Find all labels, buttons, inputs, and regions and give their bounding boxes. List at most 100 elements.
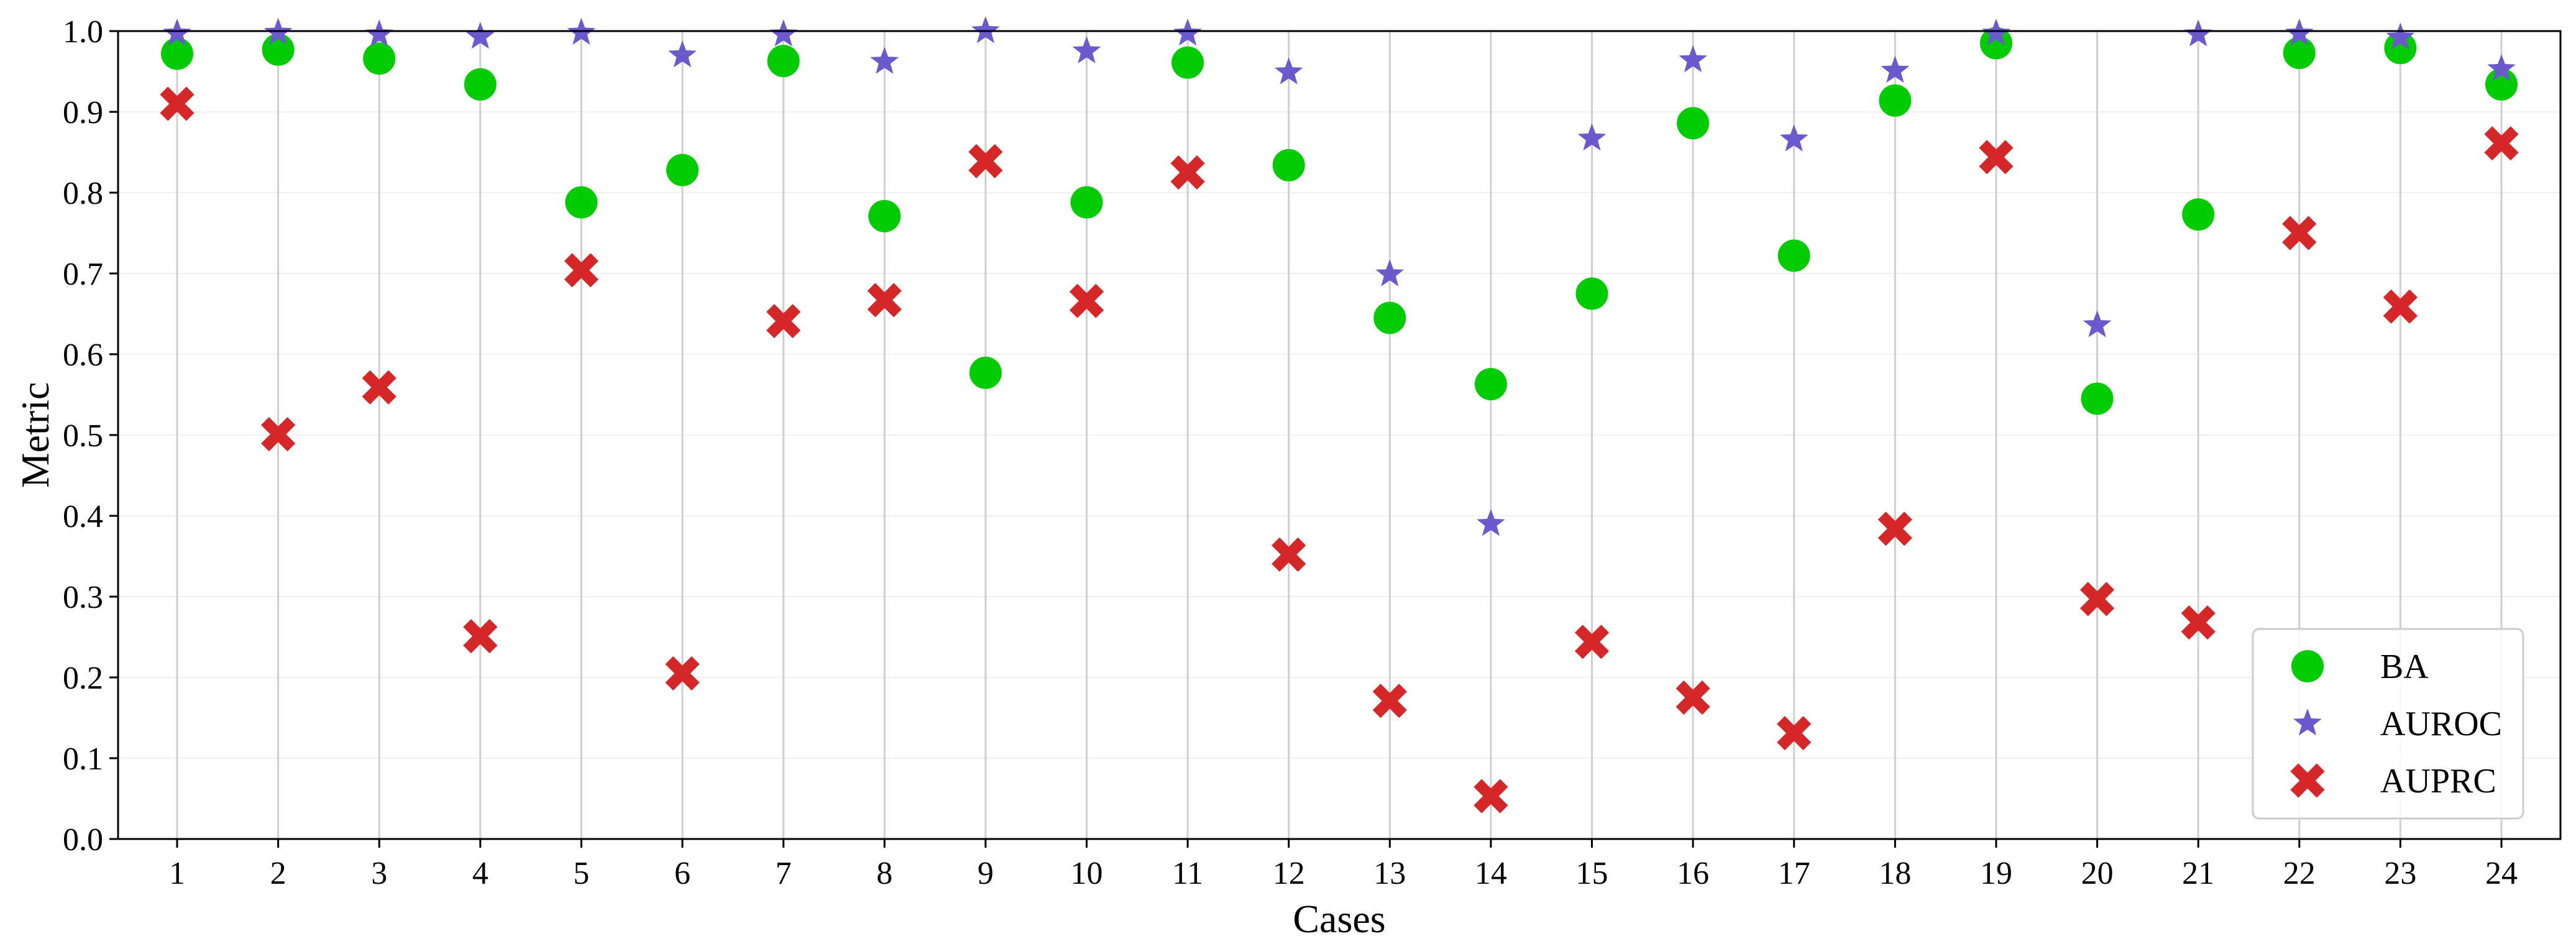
auroc-point	[2083, 310, 2112, 337]
auprc-point	[160, 86, 195, 121]
ba-point	[363, 42, 396, 75]
y-tick-label: 0.8	[63, 176, 103, 211]
y-axis-label: Metric	[13, 382, 57, 488]
x-tick-label: 16	[1677, 856, 1709, 891]
auprc-point	[261, 417, 296, 452]
auprc-point	[2383, 289, 2418, 324]
x-tick-label: 9	[978, 856, 994, 891]
legend-marker-auroc	[2293, 708, 2322, 736]
y-tick-label: 0.3	[63, 580, 103, 615]
x-tick-label: 7	[776, 856, 792, 891]
ba-point	[1272, 149, 1305, 181]
auroc-point	[1173, 18, 1202, 46]
x-tick-label: 4	[472, 856, 488, 891]
auroc-point	[365, 19, 393, 47]
y-tick-label: 0.9	[63, 95, 103, 131]
auroc-point	[1577, 123, 1607, 151]
legend-label-auroc: AUROC	[2380, 705, 2502, 743]
auprc-point	[1474, 779, 1508, 814]
x-tick-label: 10	[1070, 856, 1102, 891]
auroc-point	[668, 40, 697, 68]
x-tick-label: 1	[169, 856, 185, 891]
auroc-point	[2285, 18, 2314, 46]
auprc-point	[2080, 582, 2115, 617]
x-tick-label: 8	[876, 856, 892, 891]
auroc-point	[1881, 55, 1910, 83]
x-tick-label: 12	[1273, 856, 1305, 891]
ba-point	[1070, 186, 1103, 219]
auroc-point	[1982, 18, 2010, 46]
ba-point	[1575, 277, 1608, 310]
auroc-point	[2184, 19, 2212, 47]
ba-point	[2182, 198, 2215, 231]
x-tick-label: 11	[1172, 856, 1203, 891]
y-tick-label: 0.1	[63, 741, 103, 777]
ba-point	[969, 356, 1002, 389]
ba-point	[1979, 27, 2012, 60]
y-tick-label: 1.0	[63, 14, 103, 50]
y-tick-label: 0.4	[63, 499, 103, 534]
x-tick-label: 20	[2081, 856, 2114, 891]
auprc-point	[1777, 716, 1812, 751]
x-tick-label: 24	[2485, 856, 2518, 891]
ba-point	[262, 33, 295, 66]
y-tick-label: 0.2	[63, 661, 103, 696]
auroc-point	[2386, 22, 2415, 50]
auroc-point	[1679, 45, 1707, 73]
ba-point	[1373, 301, 1406, 334]
ba-point	[2485, 68, 2518, 101]
ba-point	[1171, 46, 1204, 79]
auprc-point	[1675, 680, 1710, 715]
x-tick-label: 17	[1778, 856, 1810, 891]
auprc-point	[2282, 216, 2317, 250]
ba-point	[2384, 32, 2417, 65]
auprc-point	[1877, 511, 1912, 546]
auprc-point	[968, 144, 1003, 178]
y-tick-label: 0.0	[63, 822, 103, 858]
ba-point	[666, 154, 699, 186]
auroc-point	[769, 19, 798, 47]
x-tick-label: 22	[2283, 856, 2316, 891]
auroc-point	[466, 22, 495, 49]
auprc-point	[564, 253, 598, 288]
x-tick-label: 3	[371, 856, 387, 891]
auroc-point	[971, 16, 1000, 44]
y-tick-label: 0.5	[63, 418, 103, 454]
ba-point	[161, 37, 193, 70]
auprc-point	[2484, 126, 2519, 161]
auprc-point	[1069, 283, 1104, 318]
x-tick-label: 13	[1373, 856, 1406, 891]
auroc-point	[1477, 509, 1505, 536]
auroc-point	[870, 47, 899, 74]
ba-point	[565, 186, 598, 219]
auroc-point	[1375, 259, 1405, 287]
x-tick-label: 6	[674, 856, 690, 891]
ba-point	[1879, 84, 1912, 117]
x-tick-label: 15	[1576, 856, 1608, 891]
x-tick-label: 18	[1879, 856, 1911, 891]
x-tick-label: 21	[2182, 856, 2214, 891]
legend: BA AUROC AUPRC	[2252, 628, 2524, 820]
x-tick-label: 19	[1980, 856, 2012, 891]
auroc-point	[1072, 36, 1101, 63]
x-tick-label: 23	[2384, 856, 2416, 891]
auprc-point	[463, 619, 498, 654]
x-tick-label: 14	[1475, 856, 1507, 891]
x-tick-label: 2	[270, 856, 286, 891]
auprc-point	[766, 304, 801, 339]
ba-point	[1777, 239, 1810, 272]
ba-point	[1677, 107, 1710, 140]
y-tick-label: 0.6	[63, 337, 103, 373]
grid-layer	[118, 30, 2560, 840]
legend-marker-auprc	[2290, 763, 2325, 798]
auprc-point	[665, 656, 700, 691]
ba-point	[2081, 382, 2114, 415]
auroc-point	[1274, 57, 1303, 85]
ba-point	[868, 199, 901, 232]
ba-point	[1474, 368, 1507, 401]
auprc-point	[1979, 140, 2014, 175]
auprc-point	[362, 370, 396, 405]
auroc-point	[2487, 54, 2516, 81]
